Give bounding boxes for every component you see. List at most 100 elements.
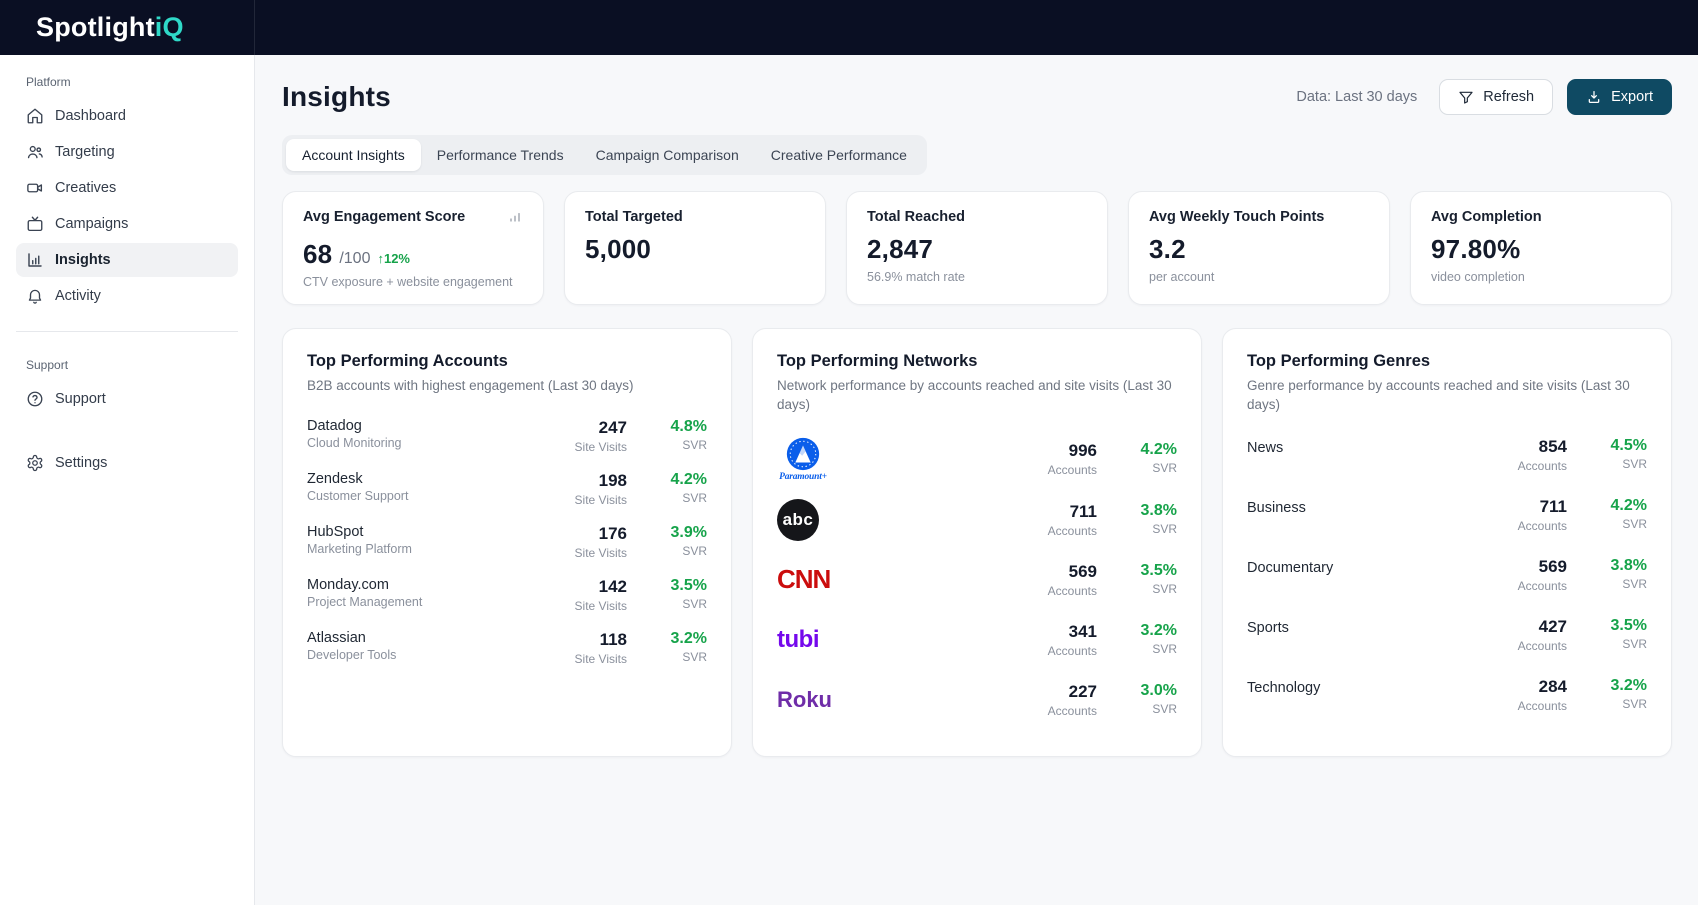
site-visits-value: 142 [598, 576, 627, 596]
svr-label: SVR [682, 596, 707, 611]
accounts-label: Accounts [1517, 698, 1567, 713]
gear-icon [26, 454, 44, 472]
svr-label: SVR [1622, 456, 1647, 471]
account-name: HubSpot [307, 523, 364, 540]
filter-funnel-icon [1458, 89, 1474, 105]
svr-label: SVR [1152, 521, 1177, 536]
site-visits-label: Site Visits [574, 492, 627, 507]
bell-icon [26, 287, 44, 305]
svr-label: SVR [682, 490, 707, 505]
account-name: Zendesk [307, 470, 363, 487]
sidebar-item-dashboard[interactable]: Dashboard [16, 99, 238, 133]
panel-title: Top Performing Genres [1247, 352, 1431, 370]
kpi-subtitle: video completion [1431, 270, 1525, 284]
kpi-card-targeted: Total Targeted 5,000 [564, 191, 826, 305]
genre-name: News [1247, 439, 1284, 456]
video-camera-icon [26, 179, 44, 197]
svr-label: SVR [1622, 696, 1647, 711]
accounts-label: Accounts [1047, 583, 1097, 598]
svr-value: 4.5% [1610, 436, 1647, 454]
accounts-value: 569 [1068, 561, 1097, 581]
network-row: CNN 569 Accounts 3.5% SVR [777, 558, 1177, 602]
refresh-button-label: Refresh [1483, 89, 1535, 105]
svr-value: 4.2% [1140, 441, 1177, 459]
tab-creative-performance[interactable]: Creative Performance [770, 147, 907, 163]
roku-logo: Roku [777, 686, 832, 712]
kpi-subtitle: CTV exposure + website engagement [303, 275, 513, 289]
sidebar-item-label: Insights [55, 252, 111, 268]
site-visits-value: 118 [599, 629, 627, 649]
tab-account-insights[interactable]: Account Insights [286, 139, 421, 171]
account-row: HubSpot Marketing Platform 176 Site Visit… [307, 524, 707, 560]
account-row: Datadog Cloud Monitoring 247 Site Visits … [307, 418, 707, 454]
kpi-delta-up: ↑12% [377, 251, 410, 266]
tubi-logo: tubi [777, 625, 819, 653]
genre-name: Business [1247, 499, 1306, 516]
accounts-label: Accounts [1047, 643, 1097, 658]
sidebar-item-label: Dashboard [55, 108, 126, 124]
top-performing-genres-panel: Top Performing Genres Genre performance … [1222, 328, 1672, 757]
sidebar: Platform Dashboard Targeting Creatives C… [0, 55, 255, 905]
sidebar-item-label: Settings [55, 455, 108, 471]
kpi-value: 3.2 [1149, 234, 1186, 264]
accounts-label: Accounts [1517, 518, 1567, 533]
navbar-spacer [255, 0, 1698, 55]
panel-subtitle: Genre performance by accounts reached an… [1247, 378, 1630, 412]
sidebar-item-insights[interactable]: Insights [16, 243, 238, 277]
tab-campaign-comparison[interactable]: Campaign Comparison [595, 147, 739, 163]
sidebar-item-creatives[interactable]: Creatives [16, 171, 238, 205]
sidebar-item-campaigns[interactable]: Campaigns [16, 207, 238, 241]
sidebar-item-activity[interactable]: Activity [16, 279, 238, 313]
sidebar-item-support[interactable]: Support [16, 382, 238, 416]
sidebar-item-targeting[interactable]: Targeting [16, 135, 238, 169]
kpi-subtitle: 56.9% match rate [867, 270, 965, 284]
sidebar-section-support: Support [26, 358, 69, 372]
tab-performance-trends[interactable]: Performance Trends [436, 147, 564, 163]
kpi-title: Total Reached [867, 209, 966, 225]
accounts-label: Accounts [1517, 458, 1567, 473]
svr-label: SVR [1152, 701, 1177, 716]
account-row: Atlassian Developer Tools 118 Site Visits… [307, 630, 707, 666]
svr-label: SVR [1152, 461, 1177, 476]
svr-value: 3.5% [670, 576, 707, 594]
accounts-value: 227 [1068, 681, 1097, 701]
sidebar-item-settings[interactable]: Settings [16, 446, 238, 480]
kpi-card-touchpoints: Avg Weekly Touch Points 3.2 per account [1128, 191, 1390, 305]
panel-title: Top Performing Accounts [307, 352, 508, 370]
brand-accent: iQ [154, 12, 184, 42]
accounts-label: Accounts [1047, 703, 1097, 718]
panel-subtitle: B2B accounts with highest engagement (La… [307, 378, 634, 393]
panel-title: Top Performing Networks [777, 352, 978, 370]
site-visits-label: Site Visits [574, 439, 627, 454]
cnn-logo: CNN [777, 564, 831, 595]
site-visits-label: Site Visits [574, 545, 627, 560]
tv-icon [26, 215, 44, 233]
account-name: Monday.com [307, 576, 389, 593]
kpi-title: Avg Engagement Score [303, 209, 466, 225]
help-circle-icon [26, 390, 44, 408]
svr-value: 3.0% [1140, 681, 1177, 699]
page-title: Insights [282, 81, 391, 112]
kpi-value: 2,847 [867, 234, 934, 264]
export-button-label: Export [1611, 89, 1653, 105]
paramount-plus-logo: Paramount+ [777, 437, 829, 482]
refresh-button[interactable]: Refresh [1439, 79, 1554, 115]
kpi-value: 68 [303, 239, 333, 269]
accounts-label: Accounts [1047, 463, 1097, 478]
network-row: tubi 341 Accounts 3.2% SVR [777, 618, 1177, 662]
accounts-label: Accounts [1517, 638, 1567, 653]
data-range-label: Data: Last 30 days [1296, 89, 1418, 105]
genre-name: Documentary [1247, 559, 1334, 576]
kpi-value: 5,000 [585, 234, 652, 264]
network-row: abc 711 Accounts 3.8% SVR [777, 498, 1177, 542]
account-name: Atlassian [307, 629, 366, 646]
kpi-value: 97.80% [1431, 234, 1521, 264]
svr-value: 4.2% [1610, 496, 1647, 514]
brand-logo: SpotlightiQ [0, 0, 255, 55]
accounts-value: 427 [1538, 616, 1567, 636]
export-button[interactable]: Export [1567, 79, 1672, 115]
top-navbar: SpotlightiQ [0, 0, 1698, 55]
svr-value: 3.9% [670, 523, 707, 541]
bar-chart-icon [26, 251, 44, 269]
home-icon [26, 107, 44, 125]
